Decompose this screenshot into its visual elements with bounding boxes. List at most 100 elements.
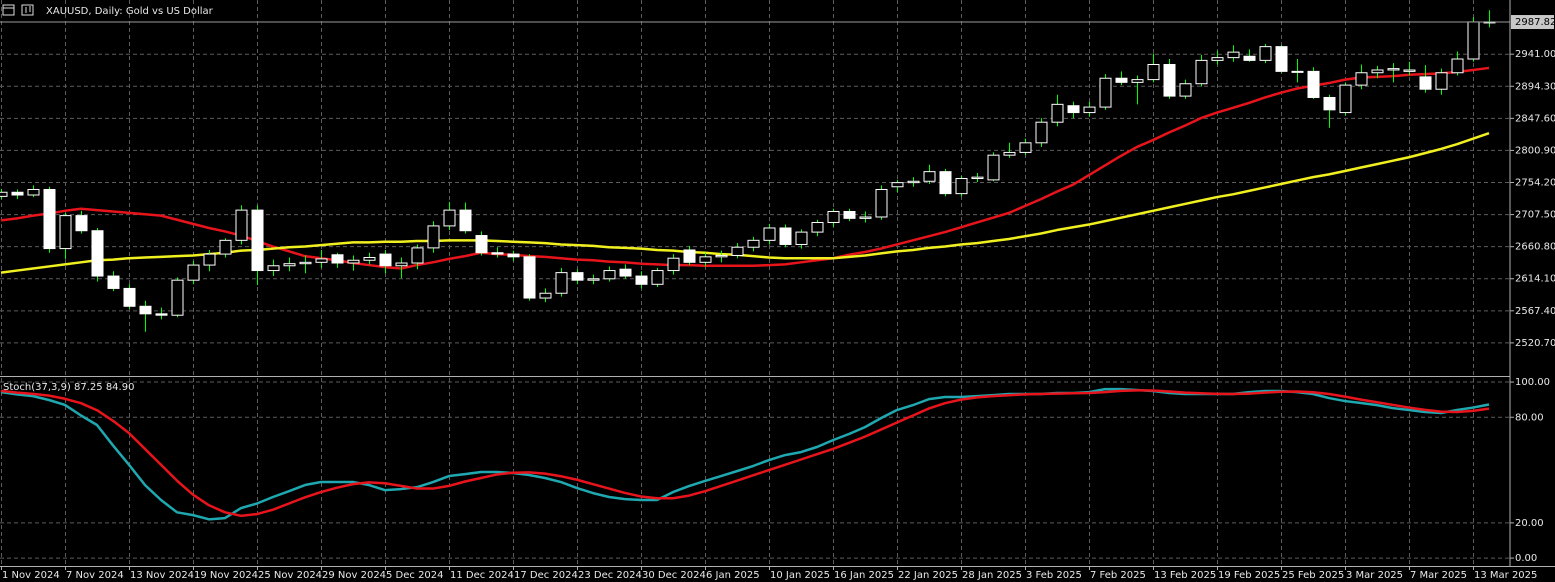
icon [21, 4, 34, 16]
candle-body [571, 272, 584, 281]
candle-body [1435, 72, 1448, 90]
candle-body [667, 257, 680, 272]
candle-body [427, 225, 440, 249]
candle-body [1035, 121, 1048, 144]
title-icons [2, 4, 34, 16]
candle-body [651, 270, 664, 285]
candle-body [1467, 21, 1480, 60]
candle-body [603, 270, 616, 280]
candle-body [171, 279, 184, 316]
x-tick-label: 13 Mar 2025 [1474, 570, 1537, 581]
candle-body [219, 239, 232, 255]
candle-body [107, 275, 120, 289]
candle-body [235, 209, 248, 241]
candle-body [123, 287, 136, 307]
candle-body [491, 252, 504, 255]
candle-body [843, 210, 856, 219]
line-series [0, 132, 1490, 274]
candle-body [699, 256, 712, 263]
candle-body [1163, 63, 1176, 97]
current-price-box [1511, 15, 1554, 30]
x-tick-label: 1 Nov 2024 [2, 570, 60, 581]
candle-body [955, 178, 968, 195]
candle-body [1147, 63, 1160, 81]
candle-body [347, 259, 360, 264]
candle-body [1355, 72, 1368, 86]
candle-body [459, 209, 472, 232]
candle-body [731, 246, 744, 256]
x-tick-label: 3 Mar 2025 [1346, 570, 1403, 581]
x-tick-label: 29 Nov 2024 [322, 570, 386, 581]
candle-body [27, 189, 40, 196]
x-tick-label: 19 Nov 2024 [194, 570, 258, 581]
candle-body [539, 292, 552, 299]
candle-body [1083, 106, 1096, 114]
candle-body [971, 176, 984, 180]
candle-body [683, 249, 696, 263]
candle-body [1195, 59, 1208, 85]
y-tick-label: 2941.00 [1515, 49, 1555, 60]
x-tick-label: 5 Dec 2024 [386, 570, 444, 581]
plot-area [0, 0, 1510, 566]
y-tick-label: 2567.40 [1515, 306, 1555, 317]
candle-body [763, 227, 776, 241]
candle-body [1179, 83, 1192, 97]
x-tick-label: 7 Nov 2024 [66, 570, 124, 581]
candle-body [1371, 69, 1384, 74]
y-tick-label: 2894.30 [1515, 81, 1555, 92]
x-tick-label: 13 Nov 2024 [130, 570, 194, 581]
x-tick-label: 23 Dec 2024 [578, 570, 642, 581]
candle-body [507, 253, 520, 258]
candle-body [1307, 70, 1320, 98]
icon [2, 4, 15, 16]
candle-body [779, 227, 792, 245]
candle-body [523, 256, 536, 299]
candle-body [1403, 69, 1416, 72]
candle-body [715, 254, 728, 258]
candle-body [635, 275, 648, 285]
x-tick-label: 19 Feb 2025 [1218, 570, 1280, 581]
x-tick-label: 13 Feb 2025 [1154, 570, 1216, 581]
candle-body [1099, 77, 1112, 108]
indicator-title: Stoch(37,3,9) 87.25 84.90 [3, 382, 134, 393]
candle-body [1115, 77, 1128, 83]
candle-body [1003, 151, 1016, 156]
x-tick-label: 16 Jan 2025 [834, 570, 894, 581]
x-tick-label: 7 Mar 2025 [1410, 570, 1467, 581]
candle-body [379, 253, 392, 267]
candle-body [859, 216, 872, 219]
x-tick-label: 10 Jan 2025 [770, 570, 830, 581]
x-tick-label: 17 Dec 2024 [514, 570, 578, 581]
candle-body [187, 264, 200, 281]
candle-body [363, 257, 376, 261]
candle-body [395, 262, 408, 267]
y-tick-label: 2660.80 [1515, 242, 1555, 253]
x-tick-label: 3 Feb 2025 [1026, 570, 1082, 581]
candle-body [939, 171, 952, 195]
candle-body [1451, 58, 1464, 74]
candle-body [59, 215, 72, 250]
candle-body [1067, 105, 1080, 114]
candle-body [315, 258, 328, 263]
candle-body [1387, 68, 1400, 71]
candle-body [907, 180, 920, 184]
x-tick-label: 30 Dec 2024 [642, 570, 706, 581]
y-tick-label: 2520.70 [1515, 338, 1555, 349]
candle-body [1291, 70, 1304, 73]
x-tick-label: 25 Nov 2024 [258, 570, 322, 581]
candle-body [443, 209, 456, 227]
y-tick-label: 2614.10 [1515, 274, 1555, 285]
candle-body [875, 189, 888, 218]
candle-body [891, 182, 904, 188]
y-tick-label: 0.00 [1515, 553, 1537, 564]
candle-body [747, 239, 760, 248]
x-tick-label: 6 Jan 2025 [706, 570, 760, 581]
candle-body [155, 313, 168, 316]
candle-body [267, 265, 280, 272]
y-tick-label: 2800.90 [1515, 145, 1555, 156]
candle-body [555, 272, 568, 294]
x-tick-label: 25 Feb 2025 [1282, 570, 1344, 581]
candle-body [1227, 51, 1240, 59]
chart-title: XAUUSD, Daily: Gold vs US Dollar [46, 6, 214, 17]
